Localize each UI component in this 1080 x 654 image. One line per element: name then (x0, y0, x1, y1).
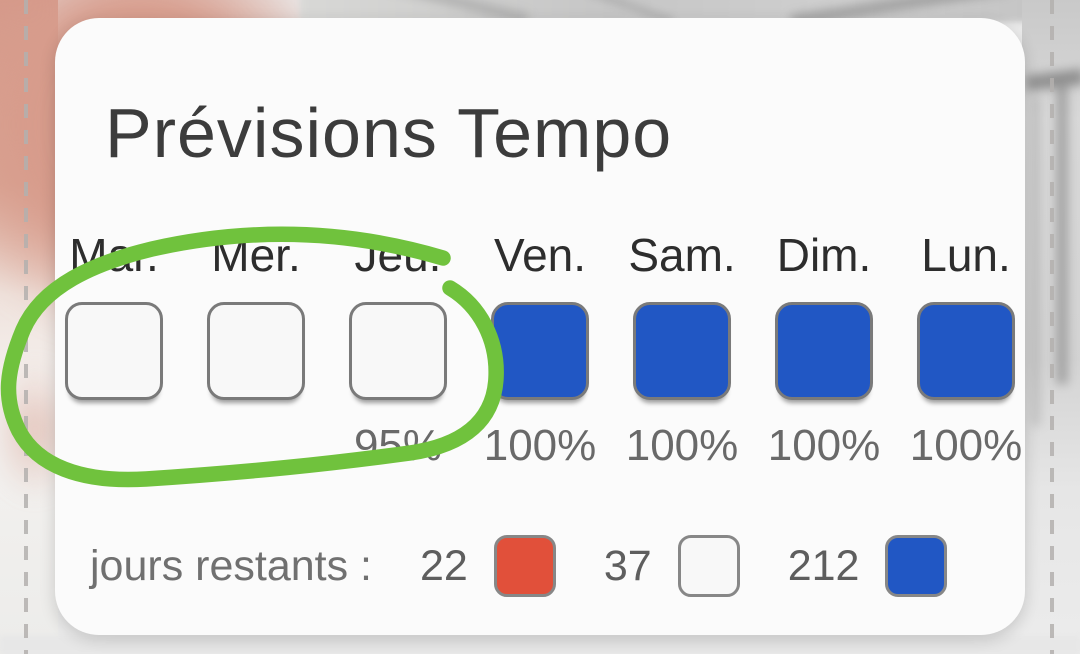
day-probability: 100% (625, 420, 739, 470)
day-color-square-white (65, 301, 163, 400)
day-color-square-blue (775, 301, 873, 400)
crop-guide-left (24, 0, 28, 654)
white-days-count: 37 (603, 541, 652, 590)
day-column-jeudi: Jeu. 95% (343, 230, 453, 473)
red-day-swatch (493, 535, 556, 597)
background-bottom-blur (0, 636, 1080, 654)
day-label: Mar. (69, 229, 159, 281)
day-color-square-white (349, 301, 447, 400)
day-color-square-blue (491, 301, 589, 400)
white-day-swatch (677, 535, 740, 597)
blue-day-swatch (885, 535, 948, 597)
day-label: Sam. (628, 229, 736, 281)
day-label: Mer. (211, 229, 301, 281)
day-column-lundi: Lun. 100% (909, 229, 1023, 473)
day-column-dimanche: Dim. 100% (767, 229, 881, 473)
day-probability: 100% (483, 420, 597, 470)
day-probability: 100% (767, 420, 881, 470)
legend-label: jours restants : (90, 541, 372, 590)
blue-days-count: 212 (787, 541, 860, 590)
day-column-mercredi: Mer. (201, 230, 311, 473)
background-sketch-line (1032, 96, 1040, 426)
day-label: Lun. (921, 229, 1011, 281)
day-probability: 95% (353, 420, 443, 470)
red-days-count: 22 (420, 541, 468, 590)
day-label: Jeu. (354, 229, 442, 281)
day-column-vendredi: Ven. 100% (483, 229, 597, 473)
tempo-forecast-card: Prévisions Tempo Mar. Mer. Jeu. 95% Ven.… (55, 18, 1025, 635)
day-probability: 100% (909, 420, 1023, 470)
day-column-mardi: Mar. (59, 230, 169, 473)
remaining-days-legend: jours restants : 22 37 212 (90, 535, 948, 597)
background-sketch-line (1056, 84, 1068, 384)
day-color-square-blue (917, 301, 1015, 400)
day-label: Dim. (776, 229, 872, 281)
day-column-samedi: Sam. 100% (625, 229, 739, 473)
day-forecast-row: Mar. Mer. Jeu. 95% Ven. 100% Sam. 100% D… (59, 229, 1023, 473)
card-title: Prévisions Tempo (105, 94, 673, 172)
day-color-square-blue (633, 301, 731, 400)
day-color-square-white (207, 301, 305, 400)
day-label: Ven. (493, 229, 587, 281)
crop-guide-right (1050, 0, 1054, 654)
